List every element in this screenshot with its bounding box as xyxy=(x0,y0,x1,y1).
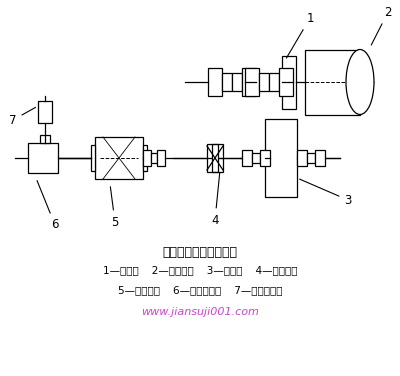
Text: 1—大齿轮    2—磨机筒体    3—小齿轮    4—主减速机: 1—大齿轮 2—磨机筒体 3—小齿轮 4—主减速机 xyxy=(103,265,297,275)
Bar xyxy=(207,144,223,172)
Bar xyxy=(95,137,143,179)
Bar xyxy=(315,150,325,166)
Bar xyxy=(307,153,315,163)
Bar xyxy=(208,68,222,96)
Text: 筒形磨边缘单传动装置: 筒形磨边缘单传动装置 xyxy=(162,246,238,259)
Bar xyxy=(260,150,270,166)
Bar xyxy=(305,50,360,115)
Text: www.jiansuji001.com: www.jiansuji001.com xyxy=(141,307,259,317)
Bar xyxy=(297,150,307,166)
Bar xyxy=(265,119,297,197)
Text: 3: 3 xyxy=(300,179,352,206)
Bar xyxy=(143,145,147,171)
Bar xyxy=(252,153,260,163)
Bar xyxy=(38,101,52,123)
Bar xyxy=(212,144,218,172)
Bar xyxy=(245,68,259,96)
Bar xyxy=(242,68,256,96)
Bar xyxy=(269,73,279,91)
Text: 4: 4 xyxy=(211,173,220,226)
Bar xyxy=(40,135,50,143)
Bar xyxy=(282,56,296,109)
Bar xyxy=(279,68,293,96)
Ellipse shape xyxy=(346,50,374,115)
Bar xyxy=(28,143,58,173)
Text: 2: 2 xyxy=(371,6,392,45)
Text: 1: 1 xyxy=(286,12,314,58)
Bar xyxy=(259,73,269,91)
Text: 7: 7 xyxy=(9,108,36,126)
Bar xyxy=(242,150,252,166)
Bar xyxy=(222,73,232,91)
Text: 5: 5 xyxy=(110,187,119,229)
Bar xyxy=(151,153,157,163)
Bar xyxy=(143,150,151,166)
Bar xyxy=(157,150,165,166)
Text: 6: 6 xyxy=(37,180,59,232)
Bar xyxy=(91,145,95,171)
Text: 5—主电动机    6—辅助减速机    7—辅助电动机: 5—主电动机 6—辅助减速机 7—辅助电动机 xyxy=(118,285,282,295)
Bar xyxy=(232,73,242,91)
